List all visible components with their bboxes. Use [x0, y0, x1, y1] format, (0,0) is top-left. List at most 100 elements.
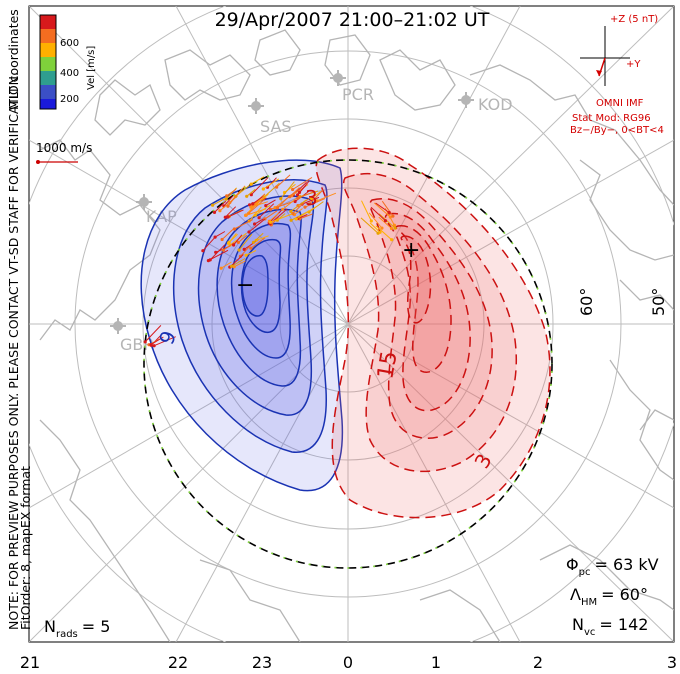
- velocity-vector-origin: [221, 248, 225, 252]
- velocity-vector: [311, 191, 321, 199]
- positive-potential-cell: [315, 147, 551, 519]
- mlt-tick-3: 3: [667, 653, 677, 672]
- station-label-kod: KOD: [478, 95, 513, 114]
- velocity-vector: [248, 218, 266, 233]
- velocity-vector: [220, 261, 232, 269]
- potential-maximum-marker: +: [402, 238, 420, 263]
- velocity-vector: [258, 203, 275, 219]
- velocity-vector: [290, 199, 307, 212]
- velocity-vector: [294, 208, 303, 215]
- velocity-vector: [254, 218, 265, 225]
- velocity-vector-origin: [143, 340, 147, 344]
- velocity-vector: [369, 222, 381, 233]
- velocity-vector-origin: [378, 230, 382, 234]
- map-grid: [29, 6, 674, 642]
- velocity-vector: [360, 217, 379, 234]
- station-label-sas: SAS: [260, 117, 292, 136]
- velocity-vector: [280, 181, 295, 199]
- velocity-vector-origin: [281, 207, 285, 211]
- velocity-vector: [297, 214, 308, 219]
- velocity-vector-origin: [380, 226, 384, 230]
- velocity-vector-origin: [296, 193, 300, 197]
- map-title: 29/Apr/2007 21:00–21:02 UT: [215, 9, 490, 31]
- velocity-vector-origin: [268, 220, 273, 224]
- velocity-vector-origin: [389, 226, 394, 231]
- velocity-vector: [250, 176, 265, 185]
- velocity-vector: [295, 206, 317, 220]
- velocity-vector: [245, 198, 263, 216]
- velocity-vector-origin: [291, 187, 295, 192]
- nrads-stat: Nrads = 5: [44, 617, 110, 640]
- negative-potential-cell: [140, 159, 344, 492]
- velocity-vector-origin: [213, 235, 217, 239]
- velocity-vector-origin: [224, 197, 228, 201]
- velocity-vector-origin: [369, 219, 373, 223]
- velocity-vector-origin: [249, 246, 253, 250]
- velocity-vector-origin: [391, 214, 395, 218]
- velocity-vector-origin: [152, 344, 156, 348]
- velocity-vector-origin: [289, 209, 293, 213]
- velocity-vector-origin: [218, 209, 222, 213]
- station-marker-kod: [458, 92, 474, 108]
- velocity-vector-origin: [289, 218, 293, 222]
- reference-vector-label: 1000 m/s: [36, 141, 92, 155]
- velocity-vector: [238, 234, 248, 243]
- station-marker-pcr: [330, 70, 346, 86]
- hm-boundary-accent: [143, 159, 553, 569]
- scale-tick-400: 400: [60, 68, 79, 79]
- velocity-vector-origin: [226, 204, 230, 208]
- velocity-vector: [250, 201, 268, 208]
- imf-y-label: +Y: [626, 59, 641, 70]
- velocity-vector: [233, 260, 246, 268]
- velocity-vector-origin: [247, 230, 251, 234]
- velocity-vector-origin: [149, 343, 153, 347]
- imf-z-label: +Z (5 nT): [610, 14, 658, 25]
- latitude-label-50: 50°: [649, 288, 668, 316]
- velocity-vector-origin: [251, 240, 256, 244]
- velocity-vector: [209, 244, 226, 261]
- velocity-vector-origin: [293, 199, 297, 204]
- velocity-vector-origin: [219, 266, 223, 270]
- lambda-hm-stat: ΛHM = 60°: [570, 585, 648, 608]
- velocity-vector: [233, 234, 243, 246]
- imf-condition-label: Bz−/By−, 0<BT<4: [570, 125, 664, 136]
- velocity-vector-origin: [261, 187, 265, 191]
- color-swatch-6: [40, 85, 56, 99]
- velocity-vector-origin: [309, 196, 314, 200]
- color-swatch-4: [40, 57, 56, 71]
- velocity-vector: [375, 202, 390, 213]
- stats-panel: Φpc = 63 kV ΛHM = 60° Nvc = 142 Nrads = 5: [44, 555, 659, 640]
- velocity-vector-origin: [296, 196, 300, 200]
- velocity-vector: [252, 196, 263, 205]
- velocity-vector-origin: [264, 204, 268, 208]
- velocity-vector: [292, 176, 313, 190]
- velocity-vector: [381, 200, 394, 217]
- velocity-vector: [276, 174, 291, 188]
- velocity-vector-origin: [387, 210, 391, 215]
- velocity-vector-origin: [208, 258, 212, 262]
- velocity-vector: [270, 213, 293, 223]
- velocity-vector: [238, 233, 253, 251]
- velocity-vector-origin: [388, 215, 392, 219]
- velocity-vector-origin: [211, 203, 215, 207]
- velocity-vector-origin: [236, 240, 240, 244]
- velocity-vector-origin: [249, 205, 253, 209]
- velocity-vector: [221, 227, 235, 240]
- mlt-tick-1: 1: [431, 653, 441, 672]
- velocity-vector-origin: [237, 248, 241, 252]
- color-swatch-7: [40, 99, 56, 109]
- velocity-vector-origin: [288, 195, 292, 199]
- velocity-color-scale: 600 400 200 Vel [m/s]: [39, 14, 97, 110]
- velocity-vector-origin: [230, 264, 234, 268]
- color-swatch-3: [40, 43, 56, 57]
- velocity-vector: [235, 185, 250, 197]
- velocity-vector: [214, 200, 227, 213]
- velocity-vector: [228, 233, 237, 244]
- velocity-vector: [253, 232, 264, 243]
- velocity-vector: [375, 225, 393, 241]
- velocity-vector: [144, 325, 162, 343]
- velocity-vectors: [143, 174, 397, 348]
- velocity-vector-origin: [249, 193, 253, 197]
- velocity-vector-origin: [390, 238, 394, 242]
